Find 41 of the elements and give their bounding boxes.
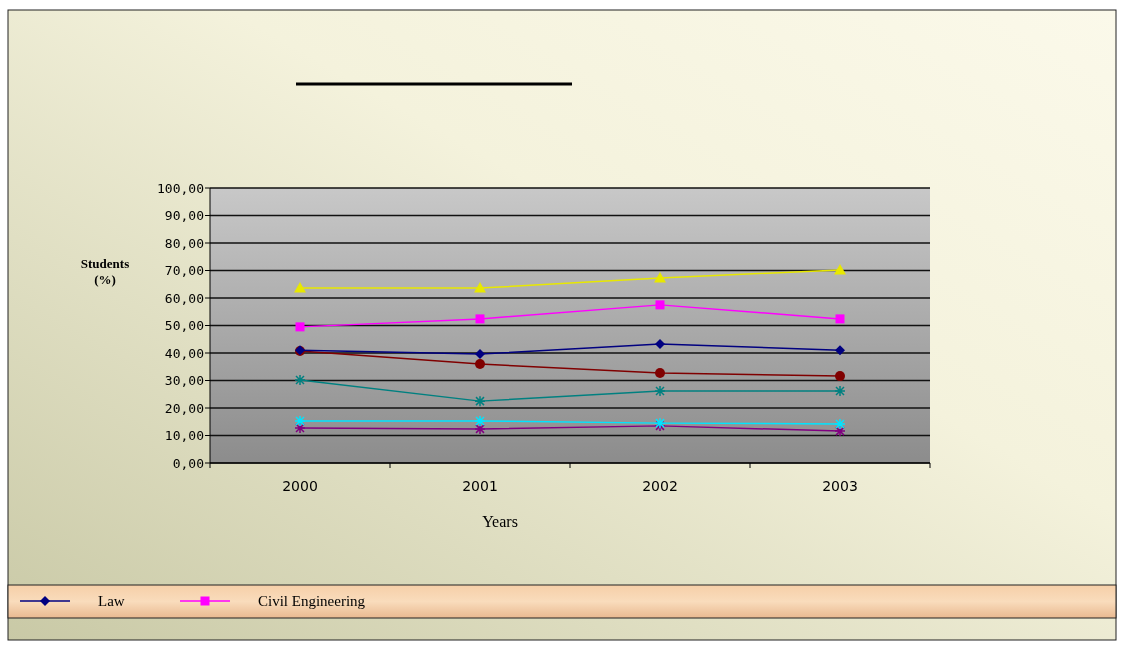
x-axis-title: Years — [482, 513, 518, 530]
x-tick-label: 2002 — [642, 478, 678, 494]
point — [654, 385, 666, 397]
y-tick-label: 80,00 — [164, 235, 204, 251]
y-tick-label: 70,00 — [164, 263, 204, 279]
point — [835, 345, 845, 356]
y-tick-label: 100,00 — [157, 180, 204, 196]
point — [834, 425, 846, 437]
x-tick-label: 2000 — [282, 478, 318, 494]
point — [655, 368, 665, 379]
point — [294, 422, 306, 434]
point — [474, 415, 486, 427]
point — [475, 359, 485, 369]
point — [475, 314, 485, 324]
y-tick-label: 90,00 — [164, 208, 204, 224]
y-tick-label: 50,00 — [164, 318, 204, 334]
point — [474, 282, 486, 293]
y-tick-label: 30,00 — [164, 373, 204, 389]
point — [295, 322, 305, 332]
point — [834, 385, 846, 397]
y-tick-label: 40,00 — [164, 345, 204, 361]
point — [834, 418, 846, 430]
point — [294, 374, 306, 386]
point — [655, 300, 665, 310]
point — [294, 415, 306, 427]
y-tick-label: 0,00 — [172, 455, 204, 471]
point — [294, 282, 306, 293]
legend-label: Law — [98, 593, 125, 610]
x-tick-label: 2003 — [822, 478, 858, 494]
legend-label: Civil Engineering — [258, 593, 366, 610]
point — [655, 338, 665, 349]
point — [475, 349, 485, 360]
y-axis-title: Students (%) — [80, 256, 130, 287]
x-tick-label: 2001 — [462, 478, 498, 494]
y-tick-label: 20,00 — [164, 400, 204, 416]
point — [835, 371, 845, 382]
point — [474, 423, 486, 435]
point — [474, 395, 486, 407]
y-tick-label: 10,00 — [164, 428, 204, 444]
point — [835, 314, 845, 324]
y-tick-label: 60,00 — [164, 290, 204, 306]
